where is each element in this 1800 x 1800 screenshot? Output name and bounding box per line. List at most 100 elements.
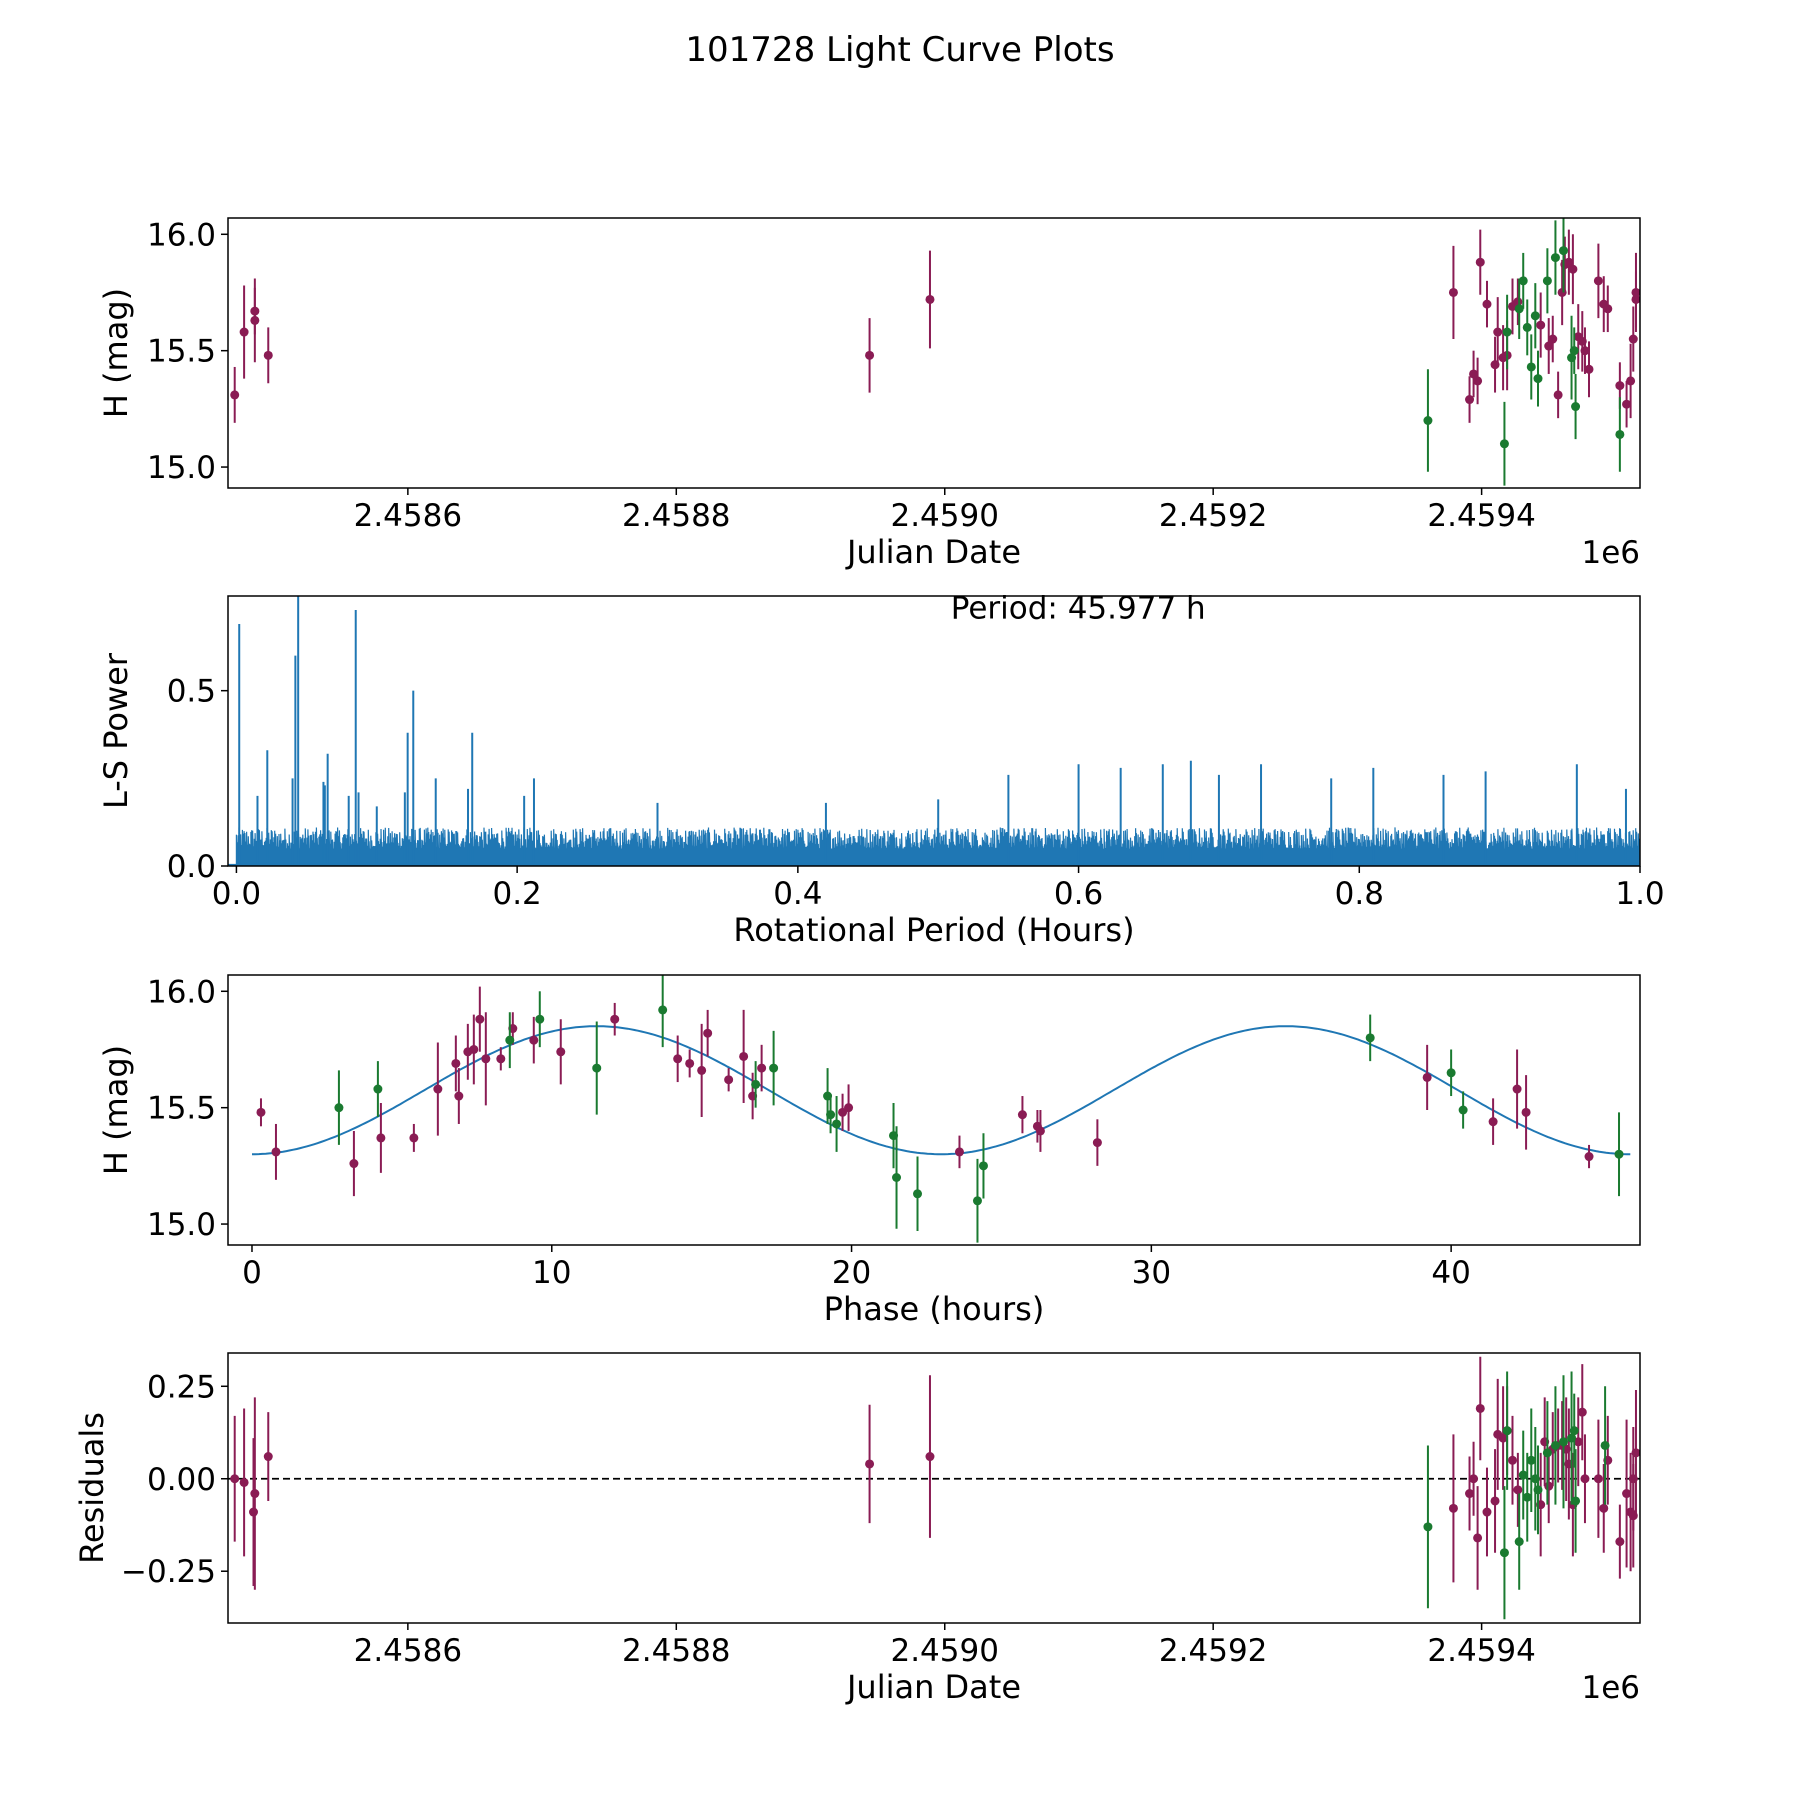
x-tick-label: 2.4592	[1159, 1633, 1267, 1669]
maroon-data-point	[1465, 395, 1475, 405]
x-tick-label: 2.4592	[1159, 498, 1267, 534]
maroon-data-point	[610, 1014, 620, 1024]
maroon-data-point	[1603, 304, 1613, 314]
y-tick-label: 15.5	[147, 334, 216, 370]
maroon-data-point	[1512, 1084, 1522, 1094]
green-data-point	[1533, 374, 1543, 384]
maroon-data-point	[239, 1477, 249, 1487]
green-data-point	[972, 1196, 982, 1206]
x-tick-label: 40	[1431, 1255, 1470, 1291]
green-data-point	[1550, 1440, 1560, 1450]
plot-area	[252, 975, 1631, 1243]
green-data-point	[1499, 439, 1509, 449]
maroon-data-point	[1482, 299, 1492, 309]
y-tick-label: 15.5	[147, 1091, 216, 1127]
y-tick-label: −0.25	[121, 1554, 216, 1590]
maroon-data-point	[349, 1159, 359, 1169]
green-data-point	[1542, 1448, 1552, 1458]
x-axis-label: Phase (hours)	[824, 1290, 1045, 1328]
axes-frame	[227, 217, 1641, 489]
x-tick-label: 0.4	[773, 876, 822, 912]
maroon-data-point	[249, 1507, 259, 1517]
x-tick-label: 2.4590	[890, 1633, 998, 1669]
x-tick-label: 0	[242, 1255, 262, 1291]
maroon-data-point	[925, 1452, 935, 1462]
x-tick-label: 0.0	[212, 876, 261, 912]
y-axis-label: H (mag)	[97, 288, 135, 418]
x-tick-label: 2.4594	[1427, 498, 1535, 534]
maroon-data-point	[1580, 1474, 1590, 1484]
maroon-data-point	[1017, 1110, 1027, 1120]
y-tick-label: 0.5	[167, 674, 216, 710]
green-data-point	[1571, 402, 1581, 412]
maroon-data-point	[529, 1035, 539, 1045]
green-data-point	[1526, 1455, 1536, 1465]
maroon-data-point	[1469, 1474, 1479, 1484]
maroon-data-point	[556, 1047, 566, 1057]
y-tick-label: 0.25	[147, 1369, 216, 1405]
maroon-data-point	[1544, 341, 1554, 351]
x-axis-label: Julian Date	[845, 533, 1021, 571]
maroon-data-point	[256, 1107, 266, 1117]
green-data-point	[1514, 1537, 1524, 1547]
green-data-point	[1569, 1426, 1579, 1436]
maroon-data-point	[865, 350, 875, 360]
x-tick-label: 2.4590	[890, 498, 998, 534]
green-data-point	[1526, 362, 1536, 372]
maroon-data-point	[757, 1063, 767, 1073]
maroon-data-point	[1580, 346, 1590, 356]
maroon-data-point	[1493, 327, 1503, 337]
x-tick-label: 0.2	[492, 876, 541, 912]
maroon-data-point	[697, 1065, 707, 1075]
maroon-data-point	[469, 1044, 479, 1054]
green-data-point	[1499, 1548, 1509, 1558]
periodogram-panel: Period: 45.977 h0.0 0.2 0.4 0.6 0.8 1.00.00.5…	[97, 591, 1665, 949]
y-tick-label: 15.0	[147, 450, 216, 486]
green-data-point	[769, 1063, 779, 1073]
green-data-point	[751, 1079, 761, 1089]
green-data-point	[1558, 246, 1568, 256]
green-data-point	[1533, 1485, 1543, 1495]
green-data-point	[535, 1014, 545, 1024]
green-data-point	[978, 1161, 988, 1171]
maroon-data-point	[1622, 1489, 1632, 1499]
maroon-data-point	[230, 390, 240, 400]
maroon-data-point	[1564, 257, 1574, 267]
maroon-data-point	[1568, 264, 1578, 274]
y-tick-label: 16.0	[147, 217, 216, 253]
residuals-panel: 2.4586 2.4588 2.4590 2.4592 2.4594 0.25 0.00 −0…	[73, 1352, 1641, 1706]
green-data-point	[1518, 276, 1528, 286]
maroon-data-point	[954, 1147, 964, 1157]
green-data-point	[1522, 322, 1532, 332]
green-data-point	[658, 1005, 668, 1015]
maroon-data-point	[230, 1474, 240, 1484]
maroon-data-point	[481, 1054, 491, 1064]
phased-lightcurve-panel: 0 10 20 30 40 15.0 15.5 16.0 Phase (hours) H (mag…	[97, 974, 1641, 1328]
green-data-point	[1423, 416, 1433, 425]
y-axis-label: H (mag)	[97, 1045, 135, 1175]
maroon-data-point	[1626, 376, 1636, 386]
green-data-point	[1614, 1149, 1624, 1159]
x-offset-text: 1e6	[1581, 1670, 1640, 1706]
maroon-data-point	[1573, 1437, 1583, 1447]
maroon-data-point	[1475, 1403, 1485, 1413]
x-tick-label: 2.4588	[622, 1633, 730, 1669]
periodogram-baseline	[228, 863, 1640, 866]
maroon-data-point	[1490, 1496, 1500, 1506]
x-tick-label: 2.4588	[622, 498, 730, 534]
maroon-data-point	[1593, 276, 1603, 286]
y-tick-label: 0.0	[167, 849, 216, 885]
green-data-point	[1458, 1105, 1468, 1115]
green-data-point	[1365, 1033, 1375, 1043]
maroon-data-point	[703, 1028, 713, 1038]
plot-area	[228, 596, 1640, 866]
green-data-point	[913, 1189, 923, 1199]
maroon-data-point	[1473, 1533, 1483, 1543]
green-data-point	[1423, 1522, 1433, 1532]
maroon-data-point	[250, 1489, 260, 1499]
maroon-data-point	[433, 1084, 443, 1094]
maroon-data-point	[475, 1014, 485, 1024]
green-data-point	[1615, 429, 1625, 439]
maroon-data-point	[1488, 1117, 1498, 1127]
maroon-data-point	[1507, 1455, 1517, 1465]
